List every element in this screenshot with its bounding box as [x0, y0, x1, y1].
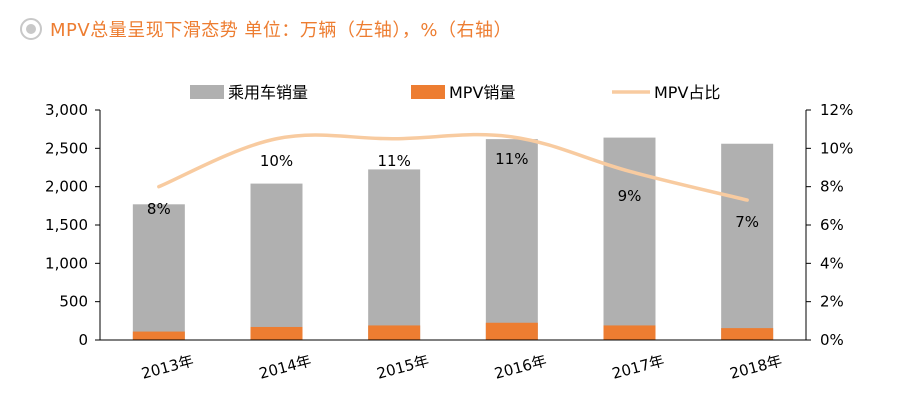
- mpv-share-line: [157, 132, 749, 202]
- passenger-car-bar: [485, 139, 538, 340]
- x-axis-category-label: 2013年: [140, 352, 196, 383]
- left-axis-tick-label: 2,000: [45, 178, 88, 196]
- mpv-sales-bar: [485, 322, 538, 340]
- target-circle-icon: [20, 18, 42, 40]
- left-axis-tick-label: 1,500: [45, 216, 88, 234]
- passenger-car-bar: [721, 143, 774, 340]
- mpv-sales-bar: [250, 326, 303, 340]
- mpv-share-data-label: 7%: [735, 213, 759, 231]
- mpv-share-data-label: 9%: [618, 187, 642, 205]
- left-axis-tick-label: 500: [59, 293, 88, 311]
- mpv-share-data-label: 11%: [495, 150, 528, 168]
- mpv-share-data-label: 10%: [260, 152, 293, 170]
- legend-share-label: MPV占比: [654, 83, 720, 102]
- x-axis-category-label: 2014年: [257, 352, 313, 383]
- right-axis-tick-label: 6%: [820, 216, 844, 234]
- left-axis-tick-label: 1,000: [45, 254, 88, 272]
- right-axis-tick-label: 12%: [820, 101, 853, 119]
- left-axis-tick-label: 0: [78, 331, 88, 349]
- right-axis-tick-label: 0%: [820, 331, 844, 349]
- x-axis-category-label: 2017年: [610, 352, 666, 383]
- legend-passenger-label: 乘用车销量: [228, 83, 308, 102]
- x-axis-category-label: 2016年: [493, 352, 549, 383]
- mpv-sales-bar: [603, 325, 656, 340]
- legend-passenger-swatch: [190, 85, 224, 99]
- mpv-share-data-label: 8%: [147, 200, 171, 218]
- mpv-share-data-label: 11%: [377, 152, 410, 170]
- mpv-sales-bar: [368, 325, 421, 340]
- mpv-sales-bar: [132, 331, 185, 340]
- x-axis-category-label: 2015年: [375, 352, 431, 383]
- legend-mpv-swatch: [411, 85, 445, 99]
- mpv-sales-bar: [721, 328, 774, 340]
- right-axis-tick-label: 10%: [820, 139, 853, 157]
- legend-mpv-label: MPV销量: [449, 83, 515, 102]
- right-axis-tick-label: 8%: [820, 178, 844, 196]
- passenger-car-bar: [250, 183, 303, 340]
- target-circle-dot: [26, 24, 36, 34]
- chart-title-row: MPV总量呈现下滑态势 单位：万辆（左轴），%（右轴）: [20, 12, 512, 46]
- passenger-car-bar: [603, 137, 656, 340]
- left-axis-tick-label: 3,000: [45, 101, 88, 119]
- left-axis-tick-label: 2,500: [45, 139, 88, 157]
- right-axis-tick-label: 2%: [820, 293, 844, 311]
- x-axis-category-label: 2018年: [728, 352, 784, 383]
- passenger-car-bar: [132, 204, 185, 340]
- right-axis-tick-label: 4%: [820, 254, 844, 272]
- passenger-car-bar: [368, 169, 421, 340]
- chart-title: MPV总量呈现下滑态势 单位：万辆（左轴），%（右轴）: [50, 20, 513, 41]
